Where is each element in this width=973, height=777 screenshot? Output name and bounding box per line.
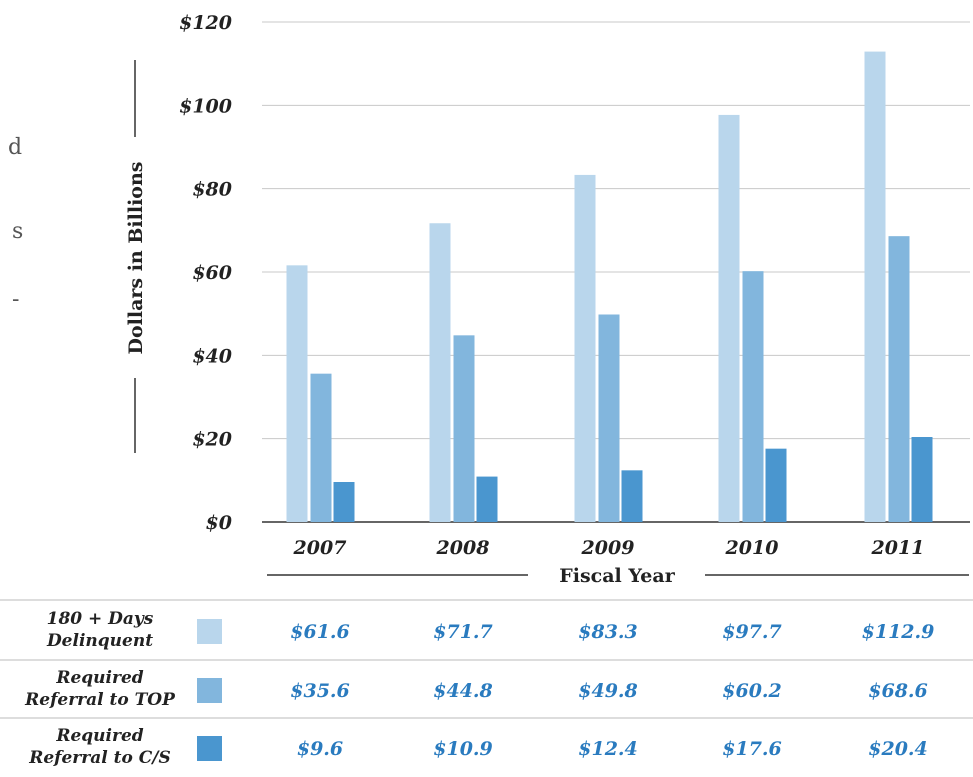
x-tick-label-2008: 2008 <box>436 537 490 559</box>
bar-s2-2008 <box>476 476 498 522</box>
bar-s1-2008 <box>453 335 475 522</box>
table-row-label-0-line-0: 180 + Days <box>47 609 154 629</box>
table-value-s2-2009: $12.4 <box>578 738 638 760</box>
bar-s0-2010 <box>718 114 740 523</box>
table-value-s0-2007: $61.6 <box>290 621 350 643</box>
y-tick-label-100: $100 <box>179 95 232 117</box>
bar-s1-2007 <box>310 373 332 522</box>
x-tick-label-2009: 2009 <box>581 537 635 559</box>
y-tick-label-60: $60 <box>192 262 232 284</box>
y-axis-title: Dollars in Billions <box>125 162 147 355</box>
y-tick-label-120: $120 <box>179 12 232 34</box>
cropped-text-0: d <box>8 135 22 160</box>
bar-s0-2011 <box>864 51 886 522</box>
bar-s2-2009 <box>621 470 643 522</box>
table-value-s2-2011: $20.4 <box>868 738 928 760</box>
bar-s1-2009 <box>598 314 620 522</box>
table-value-s2-2008: $10.9 <box>433 738 493 760</box>
table-value-s2-2010: $17.6 <box>722 738 782 760</box>
bar-s1-2011 <box>888 236 910 522</box>
table-row-label-0-line-1: Delinquent <box>46 631 153 651</box>
bar-s2-2010 <box>765 448 787 522</box>
x-tick-label-2010: 2010 <box>725 537 779 559</box>
legend-swatch-2 <box>197 736 222 761</box>
legend-swatch-0 <box>197 619 222 644</box>
table-row-label-2-line-0: Required <box>55 726 143 746</box>
table-value-s1-2009: $49.8 <box>578 680 638 702</box>
y-tick-label-20: $20 <box>192 429 232 451</box>
table-value-s1-2008: $44.8 <box>433 680 493 702</box>
y-tick-label-40: $40 <box>192 345 232 367</box>
table-value-s1-2007: $35.6 <box>290 680 350 702</box>
y-tick-label-80: $80 <box>192 179 232 201</box>
table-value-s0-2009: $83.3 <box>578 621 638 643</box>
bar-s0-2008 <box>429 223 451 522</box>
bar-s1-2010 <box>742 271 764 522</box>
y-tick-label-0: $0 <box>206 512 232 534</box>
table-value-s1-2011: $68.6 <box>868 680 928 702</box>
table-value-s1-2010: $60.2 <box>722 680 782 702</box>
table-value-s2-2007: $9.6 <box>297 738 343 760</box>
table-row-label-1-line-0: Required <box>55 668 143 688</box>
bar-s0-2009 <box>574 174 596 522</box>
legend-swatch-1 <box>197 678 222 703</box>
table-value-s0-2011: $112.9 <box>862 621 935 643</box>
table-value-s0-2008: $71.7 <box>433 621 493 643</box>
bar-s0-2007 <box>286 265 308 522</box>
table-value-s0-2010: $97.7 <box>722 621 782 643</box>
bar-s2-2011 <box>911 437 933 522</box>
bar-s2-2007 <box>333 482 355 522</box>
x-axis-title: Fiscal Year <box>559 565 675 587</box>
cropped-text-2: - <box>12 287 19 312</box>
cropped-text-1: s <box>12 219 23 244</box>
x-tick-label-2011: 2011 <box>871 537 925 559</box>
x-tick-label-2007: 2007 <box>293 537 347 559</box>
table-row-label-2-line-1: Referral to C/S <box>28 748 171 768</box>
table-row-label-1-line-1: Referral to TOP <box>24 690 176 710</box>
